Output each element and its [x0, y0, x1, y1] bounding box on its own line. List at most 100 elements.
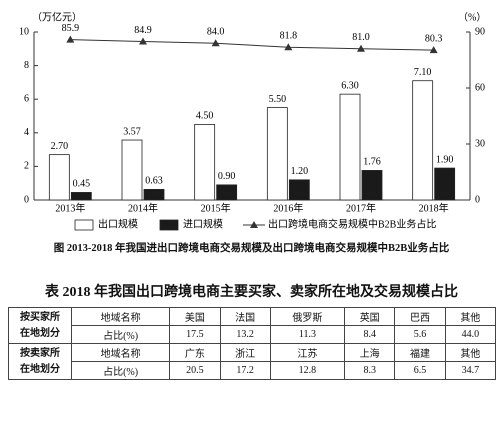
line [70, 39, 434, 51]
table-cell: 8.3 [344, 361, 396, 380]
data-label: 0.45 [73, 179, 91, 190]
y-axis-label: （万亿元） [32, 10, 82, 23]
legend-swatch [74, 219, 94, 231]
table-row: 占比(%) 17.5 13.2 11.3 8.4 5.6 44.0 [9, 325, 497, 344]
bar [361, 170, 383, 201]
bar [266, 107, 288, 201]
table-cell: 11.3 [269, 325, 346, 344]
table-row: 占比(%) 20.5 17.2 12.8 8.3 6.5 34.7 [9, 361, 497, 380]
table-title: 表 2018 年我国出口跨境电商主要买家、卖家所在地及交易规模占比 [45, 285, 458, 300]
y-tick-label: 0 [24, 194, 29, 205]
table-cell: 浙江 [219, 343, 271, 362]
bar [434, 167, 456, 201]
bar [194, 124, 216, 201]
y2-tick-label: 30 [475, 138, 485, 149]
legend-label: 出口规模 [98, 217, 138, 230]
group-label-line: 按卖家所 [20, 347, 60, 359]
group-label-line: 在地划分 [20, 363, 60, 375]
table-cell: 广东 [169, 343, 221, 362]
data-label: 0.90 [218, 171, 236, 182]
marker [66, 35, 75, 43]
marker [284, 43, 293, 51]
y-tick-label: 8 [24, 60, 29, 71]
data-label: 81.8 [280, 31, 298, 42]
table-cell: 44.0 [444, 325, 497, 344]
table-cell: 江苏 [269, 343, 346, 362]
table-cell: 福建 [394, 343, 446, 362]
y-tick-label: 4 [24, 127, 29, 138]
bar [412, 80, 434, 201]
group-label-line: 在地划分 [20, 327, 60, 339]
data-label: 85.9 [62, 23, 80, 34]
figure-caption: 图 2013-2018 年我国进出口跨境电商交易规模及出口跨境电商交易规模中B2… [53, 243, 450, 254]
table-cell: 占比(%) [70, 361, 171, 380]
bar [288, 179, 310, 201]
table-cell: 俄罗斯 [269, 307, 346, 326]
table-cell: 英国 [344, 307, 396, 326]
table-cell: 地域名称 [70, 343, 171, 362]
table-cell: 17.2 [219, 361, 271, 380]
chart: （万亿元） （%） 0 2 4 6 8 10 0 30 60 90 2013年 2014年 2015年 2… [19, 10, 486, 231]
data-label: 81.0 [352, 32, 370, 43]
table-cell: 12.8 [269, 361, 346, 380]
table-cell: 美国 [169, 307, 221, 326]
data-label: 3.57 [123, 126, 141, 137]
legend-label: 出口跨境电商交易规模中B2B业务占比 [268, 217, 436, 230]
data-label: 5.50 [269, 94, 287, 105]
table-cell: 上海 [344, 343, 396, 362]
marker [357, 44, 365, 52]
y2-axis-label: （%） [458, 11, 486, 23]
data-label: 80.3 [425, 33, 443, 44]
y-tick-label: 6 [24, 93, 29, 104]
bar [70, 192, 92, 201]
group-label: 按卖家所 在地划分 [8, 343, 72, 380]
x-tick-label: 2015年 [201, 201, 231, 214]
x-tick-label: 2013年 [55, 201, 85, 214]
y2-tick-label: 90 [475, 26, 485, 37]
table-cell: 13.2 [219, 325, 271, 344]
group-label: 按买家所 在地划分 [8, 307, 72, 344]
table-cell: 6.5 [394, 361, 446, 380]
y2-tick-label: 60 [475, 82, 485, 93]
y-tick-label: 2 [24, 161, 29, 172]
table-cell: 地域名称 [70, 307, 171, 326]
data-label: 84.9 [134, 25, 152, 36]
legend-label: 进口规模 [183, 217, 223, 230]
y-tick-label: 10 [19, 26, 29, 37]
marker [429, 46, 438, 54]
x-tick-label: 2016年 [273, 201, 303, 214]
y2-tick-label: 0 [475, 194, 480, 205]
data-label: 2.70 [51, 141, 69, 152]
data-label: 7.10 [414, 67, 432, 78]
table: 按买家所 在地划分 地域名称 美国 法国 俄罗斯 英国 巴西 其他 占比(%) 17.5 13.2 11… [8, 307, 497, 380]
table-cell: 17.5 [169, 325, 221, 344]
x-tick-label: 2014年 [128, 201, 158, 214]
table-row: 按买家所在地划分 地域名称 美国 法国 俄罗斯 英国 巴西 其他 [8, 307, 497, 344]
table-cell: 其他 [444, 343, 497, 362]
table-cell: 巴西 [394, 307, 446, 326]
table-cell: 20.5 [169, 361, 221, 380]
table-cell: 其他 [444, 307, 497, 326]
marker [139, 37, 147, 45]
data-label: 1.90 [436, 154, 454, 165]
table-row: 按卖家所在地划分 地域名称 广东 浙江 江苏 上海 福建 其他 [8, 343, 497, 380]
x-tick-label: 2018年 [419, 201, 449, 214]
bar [216, 184, 238, 201]
table-cell: 5.6 [394, 325, 446, 344]
x-tick-label: 2017年 [346, 201, 376, 214]
bar [121, 139, 143, 201]
table-cell: 法国 [219, 307, 271, 326]
table-cell: 占比(%) [70, 325, 171, 344]
legend-swatch [250, 221, 258, 228]
data-label: 1.20 [291, 166, 309, 177]
bar [339, 93, 361, 201]
group-label-line: 按买家所 [20, 311, 60, 323]
bar [143, 189, 165, 201]
marker [211, 39, 220, 47]
legend-swatch [159, 219, 179, 231]
data-label: 4.50 [196, 111, 214, 122]
data-label: 1.76 [363, 157, 381, 168]
data-label: 0.63 [145, 176, 163, 187]
table-cell: 34.7 [444, 361, 497, 380]
